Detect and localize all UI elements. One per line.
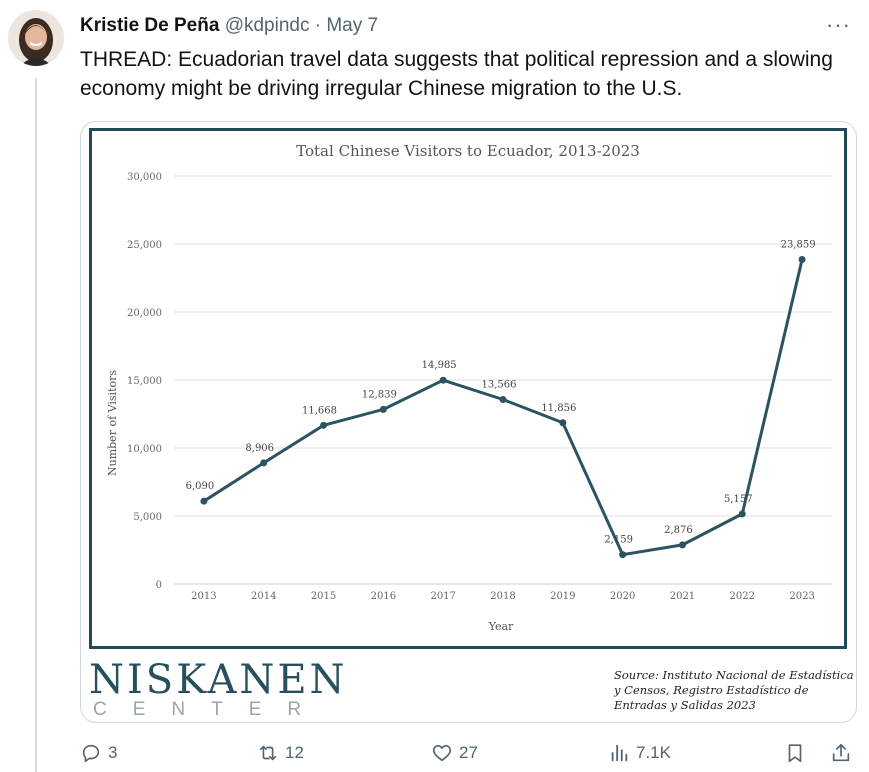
data-point <box>320 421 328 429</box>
data-point <box>559 419 567 427</box>
data-point <box>499 396 507 404</box>
y-tick-label: 15,000 <box>127 376 162 387</box>
x-tick-label: 2019 <box>550 591 575 602</box>
like-count: 27 <box>459 743 478 762</box>
repost-button[interactable]: 12 <box>257 742 304 764</box>
views-icon <box>611 744 628 762</box>
x-tick-label: 2015 <box>311 591 336 602</box>
x-tick-label: 2016 <box>371 591 396 602</box>
data-label: 5,157 <box>724 494 753 505</box>
chart-frame: Total Chinese Visitors to Ecuador, 2013-… <box>89 128 847 649</box>
bookmark-button[interactable] <box>784 742 806 764</box>
tweet-text: THREAD: Ecuadorian travel data suggests … <box>80 48 833 100</box>
like-button[interactable]: 27 <box>431 742 478 764</box>
data-label: 6,090 <box>186 481 215 492</box>
views-button[interactable]: 7.1K <box>608 742 671 764</box>
y-tick-label: 20,000 <box>127 308 162 319</box>
data-label: 11,668 <box>302 405 337 416</box>
reply-button[interactable]: 3 <box>80 742 117 764</box>
heart-icon <box>432 745 452 762</box>
data-point <box>738 510 746 518</box>
data-point <box>260 459 268 467</box>
x-tick-label: 2017 <box>430 591 455 602</box>
avatar[interactable] <box>8 10 64 66</box>
author-handle[interactable]: @kdpindc <box>224 15 310 36</box>
series-line <box>203 259 804 557</box>
data-point <box>798 256 806 264</box>
views-count: 7.1K <box>636 743 671 762</box>
source-note: Source: Instituto Nacional de Estadístic… <box>614 668 854 712</box>
x-tick-label: 2022 <box>730 591 755 602</box>
thread-line <box>35 78 37 772</box>
gridlines <box>174 175 832 585</box>
data-label: 2,159 <box>604 535 633 546</box>
data-label: 14,985 <box>422 360 457 371</box>
data-point <box>678 541 686 549</box>
author-name[interactable]: Kristie De Peña <box>80 15 220 36</box>
more-options-icon[interactable]: ··· <box>826 12 851 37</box>
x-tick-label: 2020 <box>610 591 635 602</box>
header-separator: · <box>309 15 327 36</box>
x-tick-label: 2013 <box>191 591 216 602</box>
repost-count: 12 <box>285 743 304 762</box>
repost-icon <box>259 745 277 761</box>
y-tick-label: 5,000 <box>133 512 162 523</box>
niskanen-logo: NISKANEN <box>89 657 348 703</box>
data-point <box>619 551 627 559</box>
tweet-header: Kristie De Peña @kdpindc · May 7 <box>80 14 378 38</box>
niskanen-logo-sub: CENTER <box>93 699 328 720</box>
data-label: 12,839 <box>362 389 397 400</box>
tweet-media[interactable]: Total Chinese Visitors to Ecuador, 2013-… <box>80 121 857 723</box>
y-axis-label: Number of Visitors <box>106 370 119 476</box>
x-tick-label: 2018 <box>490 591 515 602</box>
y-tick-label: 10,000 <box>127 444 162 455</box>
data-label: 13,566 <box>482 380 517 391</box>
bookmark-icon <box>788 744 802 763</box>
data-point <box>439 376 447 384</box>
x-tick-label: 2021 <box>670 591 695 602</box>
share-button[interactable] <box>830 742 852 764</box>
y-tick-label: 30,000 <box>127 172 162 183</box>
data-point <box>200 497 208 505</box>
x-tick-label: 2023 <box>789 591 814 602</box>
avatar-image <box>8 10 64 66</box>
y-tick-label: 25,000 <box>127 240 162 251</box>
data-point <box>379 405 387 413</box>
data-label: 8,906 <box>245 443 274 454</box>
series-visitors <box>200 256 806 559</box>
share-icon <box>832 743 850 762</box>
reply-count: 3 <box>108 743 118 762</box>
x-axis-label: Year <box>488 620 514 633</box>
chart-title: Total Chinese Visitors to Ecuador, 2013-… <box>296 142 640 160</box>
x-tick-label: 2014 <box>251 591 276 602</box>
x-tick-labels: 2013 2014 2015 2016 2017 2018 2019 2020 2021 2022… <box>191 591 815 602</box>
data-label: 23,859 <box>781 240 816 251</box>
data-label: 11,856 <box>541 403 576 414</box>
reply-icon <box>82 744 100 763</box>
y-tick-label: 0 <box>156 580 162 591</box>
data-label: 2,876 <box>664 525 693 536</box>
data-labels: 6,090 8,906 11,668 12,839 14,985 13,566 11,856… <box>186 240 816 546</box>
tweet-date[interactable]: May 7 <box>326 15 379 36</box>
y-tick-labels: 0 5,000 10,000 15,000 20,000 25,000 30,000 <box>127 172 162 591</box>
line-chart: Total Chinese Visitors to Ecuador, 2013-… <box>106 142 832 633</box>
action-bar: 3 12 27 7.1K <box>80 742 855 772</box>
